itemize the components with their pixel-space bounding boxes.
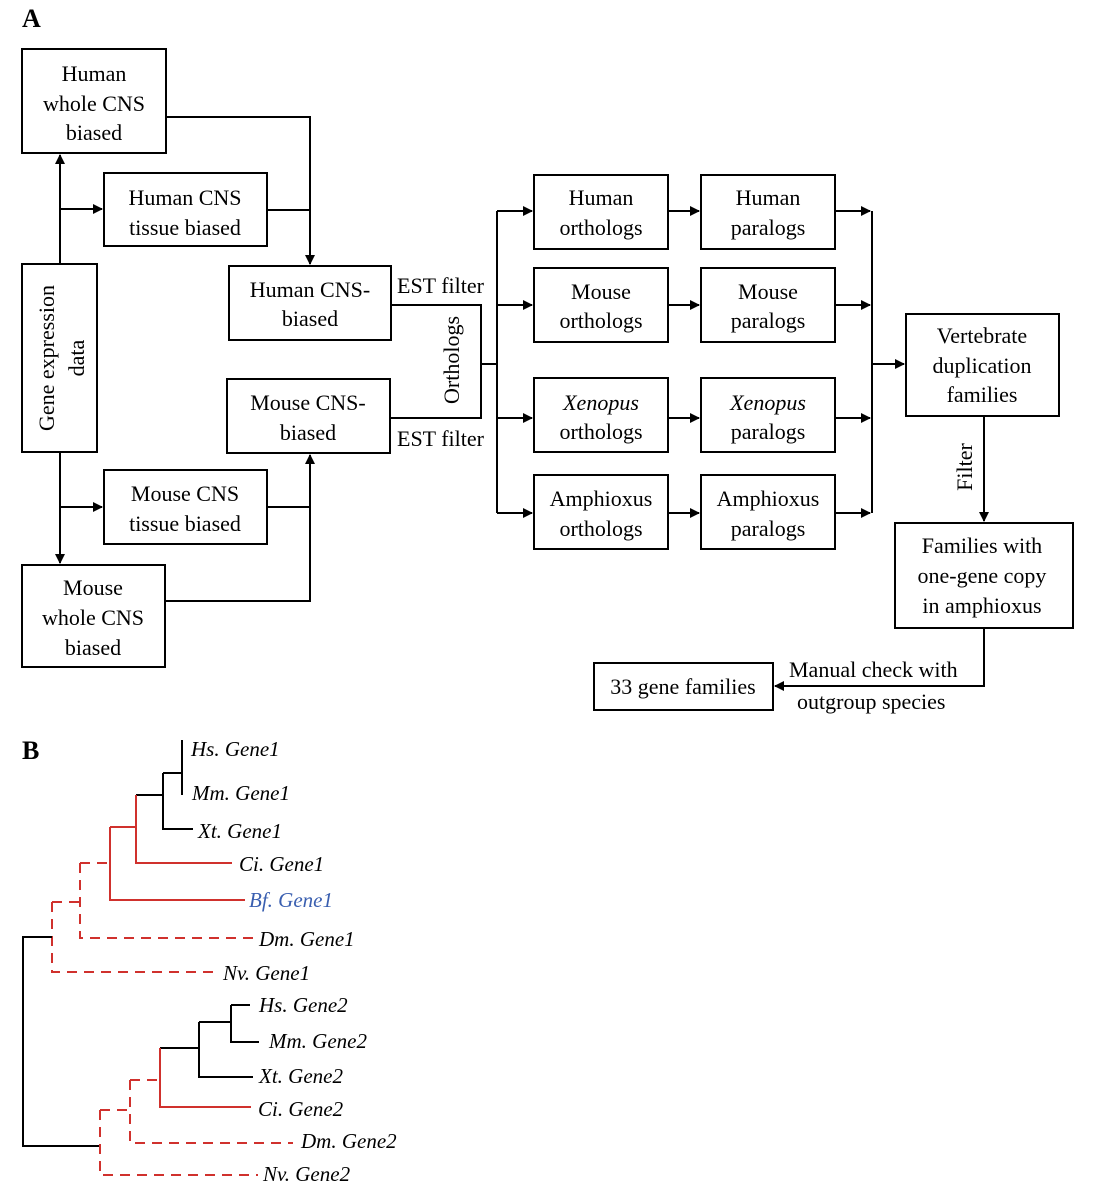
leaf-label: Dm. Gene1 <box>258 927 355 951</box>
box-text: tissue biased <box>129 215 241 240</box>
box-text: Mouse <box>63 575 123 600</box>
box-text: Mouse CNS- <box>250 390 366 415</box>
box-text: biased <box>65 635 121 660</box>
box-text: Vertebrate <box>937 323 1027 348</box>
leaf-label: Ci. Gene2 <box>258 1097 344 1121</box>
mouse-cns-biased-box: Mouse CNS- biased <box>226 378 391 454</box>
box-text: Mouse CNS <box>131 481 239 506</box>
phylogenetic-tree <box>22 740 293 1176</box>
human-whole-cns-box: Human whole CNS biased <box>21 48 167 154</box>
leaf-label: Dm. Gene2 <box>300 1129 397 1153</box>
box-text: Amphioxus <box>717 486 820 511</box>
box-text: families <box>947 382 1018 407</box>
leaf-label: Xt. Gene1 <box>197 819 282 843</box>
leaf-label: Hs. Gene2 <box>258 993 348 1017</box>
box-text: paralogs <box>731 516 806 541</box>
panel-a: A <box>21 4 1074 714</box>
leaf-label: Nv. Gene1 <box>222 961 310 985</box>
ortholog-mouse-box: Mouse orthologs <box>533 267 669 343</box>
box-text: duplication <box>933 353 1032 378</box>
paralog-mouse-box: Mouse paralogs <box>700 267 836 343</box>
human-cns-tissue-box: Human CNS tissue biased <box>103 172 268 247</box>
manual-check-label: Manual check with <box>789 657 958 682</box>
paralog-amphioxus-box: Amphioxus paralogs <box>700 474 836 550</box>
tree-leaves: Hs. Gene1 Mm. Gene1 Xt. Gene1 Ci. Gene1 … <box>190 737 397 1186</box>
leaf-label-highlight: Bf. Gene1 <box>249 888 333 912</box>
mouse-whole-cns-box: Mouse whole CNS biased <box>21 564 166 668</box>
leaf-label: Hs. Gene1 <box>190 737 280 761</box>
box-text: Xenopus <box>729 390 806 415</box>
paralog-human-box: Human paralogs <box>700 174 836 250</box>
box-text: data <box>64 339 89 376</box>
leaf-label: Ci. Gene1 <box>239 852 324 876</box>
panel-a-label: A <box>22 4 41 33</box>
connectors <box>55 116 989 691</box>
est-filter-top: EST filter <box>397 273 485 298</box>
outgroup-label: outgroup species <box>797 689 945 714</box>
box-text: Families with <box>922 533 1042 558</box>
box-text: Human <box>569 185 634 210</box>
leaf-label: Nv. Gene2 <box>262 1162 351 1186</box>
box-text: Mouse <box>571 279 631 304</box>
families-one-copy-box: Families with one-gene copy in amphioxus <box>894 522 1074 629</box>
box-text: biased <box>280 420 336 445</box>
leaf-label: Xt. Gene2 <box>258 1064 343 1088</box>
result-box: 33 gene families <box>593 662 774 711</box>
mouse-cns-tissue-box: Mouse CNS tissue biased <box>103 469 268 545</box>
box-text: Human CNS <box>128 185 241 210</box>
leaf-label: Mm. Gene1 <box>191 781 290 805</box>
box-text: Mouse <box>738 279 798 304</box>
box-text: Gene expression <box>34 285 59 431</box>
box-text: tissue biased <box>129 511 241 536</box>
human-cns-biased-box: Human CNS- biased <box>228 265 392 341</box>
box-text: Amphioxus <box>550 486 653 511</box>
box-text: paralogs <box>731 419 806 444</box>
ortholog-amphioxus-box: Amphioxus orthologs <box>533 474 669 550</box>
ortholog-xenopus-box: Xenopus orthologs <box>533 377 669 453</box>
panel-b-label: B <box>22 736 39 765</box>
filter-label: Filter <box>952 442 977 490</box>
box-text: biased <box>282 306 338 331</box>
orthologs-label: Orthologs <box>439 316 464 404</box>
box-text: Human <box>62 61 127 86</box>
box-text: orthologs <box>559 215 642 240</box>
panel-b: B Hs. Gene1 Mm. Gene1 Xt. Gene1 Ci. Gene… <box>22 736 397 1186</box>
paralog-xenopus-box: Xenopus paralogs <box>700 377 836 453</box>
vertebrate-duplication-box: Vertebrate duplication families <box>905 313 1060 417</box>
gene-expression-box: Gene expression data <box>21 263 98 453</box>
box-text: in amphioxus <box>922 593 1041 618</box>
box-text: orthologs <box>559 419 642 444</box>
box-text: Xenopus <box>562 390 639 415</box>
box-text: paralogs <box>731 308 806 333</box>
box-text: whole CNS <box>42 605 144 630</box>
box-text: paralogs <box>731 215 806 240</box>
box-text: orthologs <box>559 308 642 333</box>
box-text: Human <box>736 185 801 210</box>
leaf-label: Mm. Gene2 <box>268 1029 367 1053</box>
box-text: 33 gene families <box>610 674 755 699</box>
box-text: biased <box>66 120 122 145</box>
box-text: Human CNS- <box>250 277 370 302</box>
box-text: whole CNS <box>43 91 145 116</box>
ortholog-human-box: Human orthologs <box>533 174 669 250</box>
box-text: orthologs <box>559 516 642 541</box>
est-filter-bottom: EST filter <box>397 426 485 451</box>
box-text: one-gene copy <box>918 563 1047 588</box>
